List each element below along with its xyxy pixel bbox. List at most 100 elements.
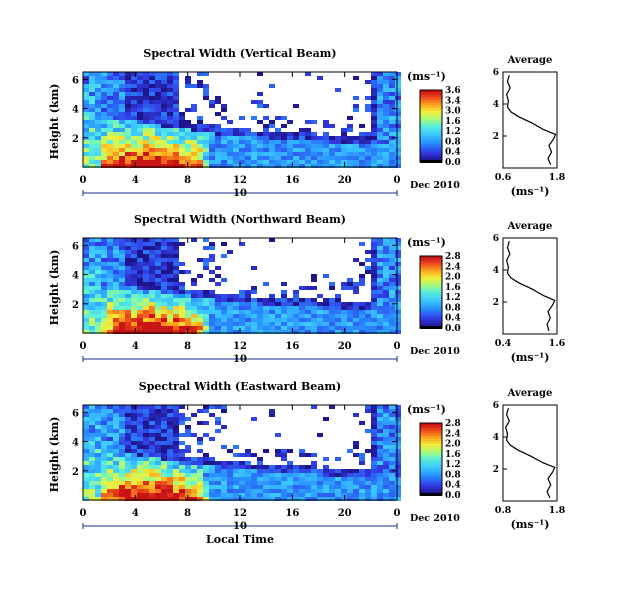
profile-x-tick-label: 1.8 bbox=[549, 172, 566, 183]
heatmap-cell bbox=[257, 160, 263, 164]
heatmap-cell bbox=[275, 481, 281, 485]
heatmap-cell bbox=[299, 481, 305, 485]
heatmap-cell bbox=[155, 258, 161, 262]
heatmap-cell bbox=[269, 477, 275, 481]
heatmap-cell bbox=[119, 266, 125, 270]
heatmap-cell bbox=[377, 92, 383, 96]
heatmap-cell bbox=[335, 326, 341, 330]
heatmap-cell bbox=[293, 306, 299, 310]
heatmap-cell bbox=[311, 453, 317, 457]
heatmap-cell bbox=[113, 310, 119, 314]
heatmap-cell bbox=[347, 128, 353, 132]
heatmap-cell bbox=[251, 156, 257, 160]
heatmap-cell bbox=[155, 497, 161, 501]
heatmap-cell bbox=[155, 96, 161, 100]
heatmap-cell bbox=[251, 290, 257, 294]
heatmap-cell bbox=[191, 290, 197, 294]
heatmap-cell bbox=[203, 262, 209, 266]
colorbar-segment bbox=[420, 479, 442, 483]
heatmap-cell bbox=[107, 144, 113, 148]
heatmap-cell bbox=[389, 493, 395, 497]
heatmap-cell bbox=[257, 461, 263, 465]
heatmap-cell bbox=[389, 457, 395, 461]
heatmap-cell bbox=[137, 282, 143, 286]
heatmap-cell bbox=[95, 156, 101, 160]
heatmap-cell bbox=[341, 497, 347, 501]
heatmap-cell bbox=[197, 473, 203, 477]
heatmap-cell bbox=[113, 160, 119, 164]
heatmap-cell bbox=[269, 140, 275, 144]
x-tick-label: 0 bbox=[394, 508, 401, 519]
heatmap-cell bbox=[269, 330, 275, 334]
heatmap-cell bbox=[377, 238, 383, 242]
heatmap-cell bbox=[149, 270, 155, 274]
heatmap-cell bbox=[167, 258, 173, 262]
heatmap-cell bbox=[143, 152, 149, 156]
heatmap-cell bbox=[299, 449, 305, 453]
heatmap-cell bbox=[185, 310, 191, 314]
heatmap-cell bbox=[203, 294, 209, 298]
heatmap-cell bbox=[209, 413, 215, 417]
heatmap-cell bbox=[101, 274, 107, 278]
heatmap-cell bbox=[113, 96, 119, 100]
heatmap-cell bbox=[167, 449, 173, 453]
heatmap-cell bbox=[161, 421, 167, 425]
heatmap-cell bbox=[215, 160, 221, 164]
heatmap-cell bbox=[125, 449, 131, 453]
heatmap-cell bbox=[395, 485, 401, 489]
heatmap-cell bbox=[383, 286, 389, 290]
heatmap-cell bbox=[233, 469, 239, 473]
heatmap-cell bbox=[185, 457, 191, 461]
heatmap-cell bbox=[101, 72, 107, 76]
heatmap-cell bbox=[101, 481, 107, 485]
heatmap-cell bbox=[95, 108, 101, 112]
heatmap-cell bbox=[221, 405, 227, 409]
heatmap-cell bbox=[149, 156, 155, 160]
heatmap-cell bbox=[245, 156, 251, 160]
heatmap-cell bbox=[383, 144, 389, 148]
heatmap-cell bbox=[287, 120, 293, 124]
heatmap-cell bbox=[311, 489, 317, 493]
heatmap-cell bbox=[383, 136, 389, 140]
heatmap-cell bbox=[119, 314, 125, 318]
heatmap-cell bbox=[107, 140, 113, 144]
heatmap-cell bbox=[395, 80, 401, 84]
heatmap-cell bbox=[101, 96, 107, 100]
heatmap-cell bbox=[191, 306, 197, 310]
heatmap-cell bbox=[149, 453, 155, 457]
heatmap-cell bbox=[155, 108, 161, 112]
heatmap-cell bbox=[233, 302, 239, 306]
heatmap-cell bbox=[389, 242, 395, 246]
heatmap-cell bbox=[215, 417, 221, 421]
heatmap-cell bbox=[239, 136, 245, 140]
heatmap-cell bbox=[233, 318, 239, 322]
heatmap-cell bbox=[293, 465, 299, 469]
heatmap-cell bbox=[305, 326, 311, 330]
heatmap-cell bbox=[191, 433, 197, 437]
heatmap-cell bbox=[335, 160, 341, 164]
heatmap-cell bbox=[203, 246, 209, 250]
heatmap-cell bbox=[389, 290, 395, 294]
heatmap-cell bbox=[395, 76, 401, 80]
heatmap-cell bbox=[209, 437, 215, 441]
heatmap-cell bbox=[359, 144, 365, 148]
heatmap-cell bbox=[251, 144, 257, 148]
heatmap-cell bbox=[215, 477, 221, 481]
heatmap-cell bbox=[119, 152, 125, 156]
heatmap-cell bbox=[383, 84, 389, 88]
heatmap-cell bbox=[149, 421, 155, 425]
heatmap-cell bbox=[377, 465, 383, 469]
heatmap-cell bbox=[107, 461, 113, 465]
heatmap-cell bbox=[95, 469, 101, 473]
heatmap-cell bbox=[191, 489, 197, 493]
heatmap-cell bbox=[395, 477, 401, 481]
heatmap-cell bbox=[161, 116, 167, 120]
heatmap-cell bbox=[275, 310, 281, 314]
heatmap-cell bbox=[329, 306, 335, 310]
heatmap-cell bbox=[143, 481, 149, 485]
heatmap-cell bbox=[389, 437, 395, 441]
y-tick-label: 6 bbox=[72, 241, 79, 252]
heatmap-cell bbox=[83, 104, 89, 108]
heatmap-cell bbox=[125, 465, 131, 469]
heatmap-cell bbox=[209, 469, 215, 473]
